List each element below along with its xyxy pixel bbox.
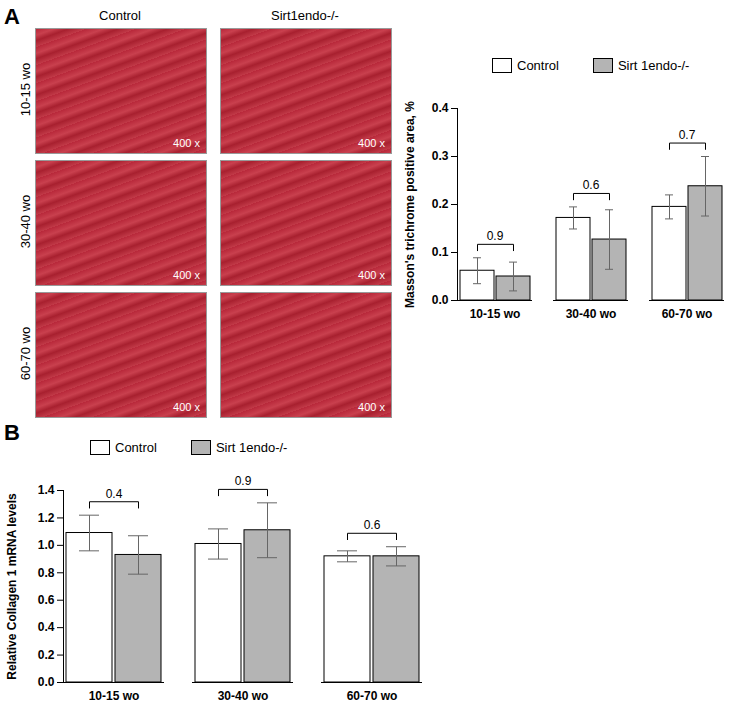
svg-text:30-40 wo: 30-40 wo: [566, 307, 617, 321]
html-text:400 x: 400 x: [173, 401, 200, 413]
svg-text:0.6: 0.6: [583, 178, 600, 192]
svg-text:0.8: 0.8: [38, 566, 55, 580]
svg-text:0.6: 0.6: [364, 518, 381, 532]
svg-text:10-15 wo: 10-15 wo: [470, 307, 521, 321]
svg-text:0.6: 0.6: [38, 593, 55, 607]
html-text:400 x: 400 x: [173, 269, 200, 281]
svg-text:0.4: 0.4: [106, 487, 123, 501]
svg-text:0.9: 0.9: [487, 229, 504, 243]
html-text:A: A: [4, 4, 20, 29]
html-text:400 x: 400 x: [358, 269, 385, 281]
svg-text:10-15 wo: 10-15 wo: [89, 689, 140, 703]
html-text:Sirt1endo-/-: Sirt1endo-/-: [271, 8, 339, 23]
svg-text:0.9: 0.9: [235, 474, 252, 488]
html-text:30-40 wo: 30-40 wo: [17, 194, 33, 249]
html-text:B: B: [4, 420, 20, 445]
svg-text:0.7: 0.7: [679, 128, 696, 142]
svg-text:Masson's trichrome positive ar: Masson's trichrome positive area, %: [403, 101, 417, 308]
svg-text:0.2: 0.2: [432, 197, 449, 211]
html-text:Sirt 1endo-/-: Sirt 1endo-/-: [617, 58, 690, 73]
svg-text:1.4: 1.4: [38, 483, 55, 497]
svg-text:0.0: 0.0: [432, 293, 449, 307]
svg-text:60-70 wo: 60-70 wo: [347, 689, 398, 703]
svg-text:30-40 wo: 30-40 wo: [218, 689, 269, 703]
html-text:Control: Control: [517, 58, 559, 73]
html-text:10-15 wo: 10-15 wo: [17, 62, 33, 117]
html-text:400 x: 400 x: [173, 137, 200, 149]
svg-text:0.4: 0.4: [38, 620, 55, 634]
html-text:Control: Control: [99, 8, 141, 23]
svg-text:0.0: 0.0: [38, 675, 55, 689]
svg-text:1.2: 1.2: [38, 511, 55, 525]
html-text:Sirt 1endo-/-: Sirt 1endo-/-: [215, 440, 288, 455]
html-text:400 x: 400 x: [358, 137, 385, 149]
html-text:Control: Control: [115, 440, 157, 455]
svg-text:0.3: 0.3: [432, 149, 449, 163]
svg-text:0.1: 0.1: [432, 245, 449, 259]
html-text:400 x: 400 x: [358, 401, 385, 413]
svg-text:0.4: 0.4: [432, 101, 449, 115]
svg-text:60-70 wo: 60-70 wo: [662, 307, 713, 321]
html-text:60-70 wo: 60-70 wo: [17, 326, 33, 381]
svg-text:0.2: 0.2: [38, 648, 55, 662]
svg-text:1.0: 1.0: [38, 538, 55, 552]
svg-text:Relative Collagen 1 mRNA level: Relative Collagen 1 mRNA levels: [5, 493, 19, 680]
